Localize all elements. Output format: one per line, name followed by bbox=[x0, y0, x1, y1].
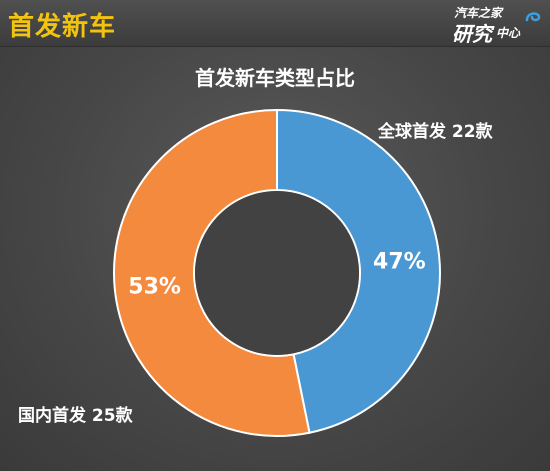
slice-label-global: 全球首发 22款 bbox=[378, 122, 493, 142]
slice-domestic bbox=[113, 108, 311, 437]
logo-text-main: 研究 bbox=[452, 22, 492, 46]
slice-global bbox=[276, 108, 441, 434]
logo-text-sub: 中心 bbox=[496, 26, 521, 40]
chart-title: 首发新车类型占比 bbox=[195, 66, 355, 90]
slice-label-domestic: 国内首发 25款 bbox=[18, 406, 133, 426]
donut-hole bbox=[195, 191, 359, 355]
logo-swirl-icon bbox=[525, 12, 541, 22]
slice-global-percent-label: 47% bbox=[373, 250, 426, 275]
brand-logo: 汽车之家 研究 中心 bbox=[448, 2, 544, 46]
slice-domestic-percent-label: 53% bbox=[128, 274, 181, 299]
header-bar: 首发新车 汽车之家 研究 中心 bbox=[0, 0, 550, 47]
page-title: 首发新车 bbox=[8, 12, 117, 42]
logo-text-top: 汽车之家 bbox=[454, 6, 503, 20]
